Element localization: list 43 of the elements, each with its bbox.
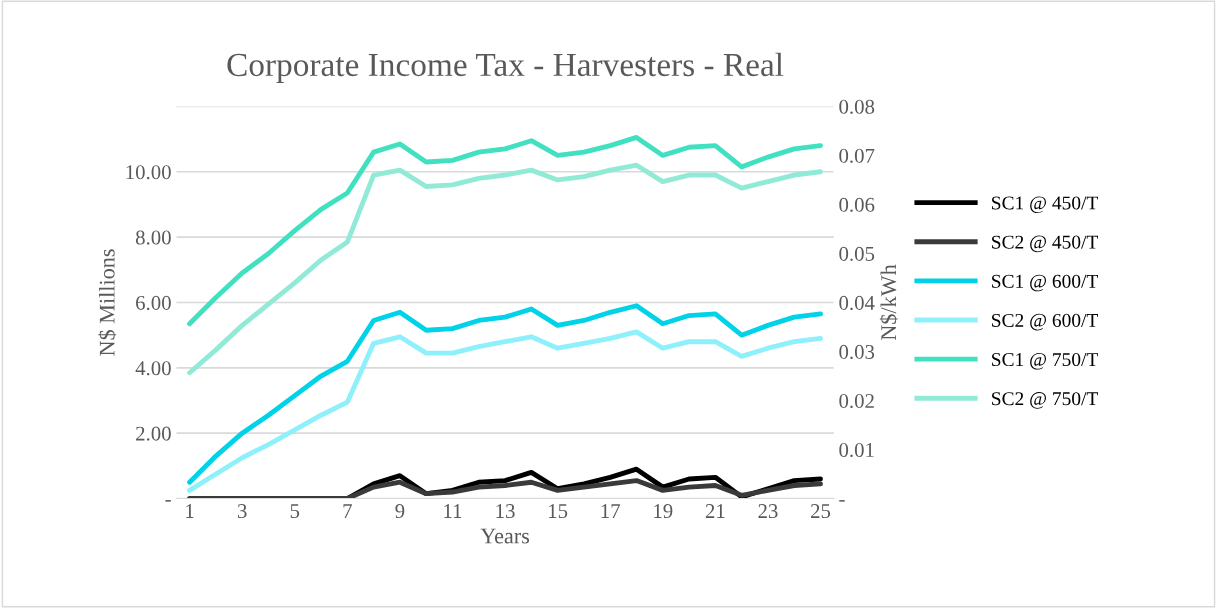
line-series <box>187 135 823 327</box>
legend-label: SC1 @ 450/T <box>992 196 1099 214</box>
y2-tick-label: 0.01 <box>839 442 874 458</box>
y2-tick-label: - <box>839 500 845 502</box>
y-tick-label: 2.00 <box>136 426 171 441</box>
x-tick-label: 17 <box>601 504 621 518</box>
line-series <box>187 162 823 376</box>
x-tick-label: 9 <box>395 504 405 519</box>
legend-label: SC2 @ 600/T <box>992 313 1099 331</box>
legend-label: SC2 @ 450/T <box>992 235 1099 253</box>
y2-tick-label: 0.02 <box>839 393 874 409</box>
x-tick-label: 1 <box>186 504 194 518</box>
y2-tick-label: 0.03 <box>839 344 875 360</box>
x-tick-label: 5 <box>290 504 300 519</box>
y2-axis-title: N$/kWh <box>879 264 898 341</box>
y2-tick-label: 0.08 <box>839 99 875 114</box>
y-tick-label: - <box>165 500 171 502</box>
legend-label: SC2 @ 750/T <box>992 392 1099 409</box>
y-axis-title: N$ Millions <box>98 249 117 356</box>
y-tick-label: 6.00 <box>136 295 171 310</box>
y-tick-label: 8.00 <box>135 230 171 245</box>
x-tick-label: 25 <box>811 504 831 519</box>
line-series <box>187 303 823 485</box>
line-series <box>187 329 823 493</box>
x-tick-label: 23 <box>758 504 778 519</box>
x-tick-label: 11 <box>444 504 462 518</box>
y2-tick-label: 0.07 <box>839 148 875 163</box>
x-tick-label: 15 <box>549 504 568 519</box>
legend-label: SC1 @ 750/T <box>992 352 1099 370</box>
x-tick-label: 19 <box>654 504 673 519</box>
chart-title: Corporate Income Tax - Harvesters - Real <box>227 52 784 83</box>
x-tick-label: 7 <box>343 504 352 518</box>
line-series <box>187 478 823 499</box>
y2-tick-label: 0.05 <box>839 246 875 261</box>
x-tick-label: 21 <box>705 504 725 518</box>
legend-label: SC1 @ 600/T <box>992 274 1099 292</box>
x-tick-label: 13 <box>496 504 515 519</box>
y-tick-label: 4.00 <box>135 361 171 376</box>
y2-tick-label: 0.06 <box>839 197 875 212</box>
y-tick-label: 10.00 <box>126 165 171 180</box>
x-tick-label: 3 <box>237 504 247 519</box>
y2-tick-label: 0.04 <box>839 295 875 310</box>
x-axis-title: Years <box>480 528 530 544</box>
